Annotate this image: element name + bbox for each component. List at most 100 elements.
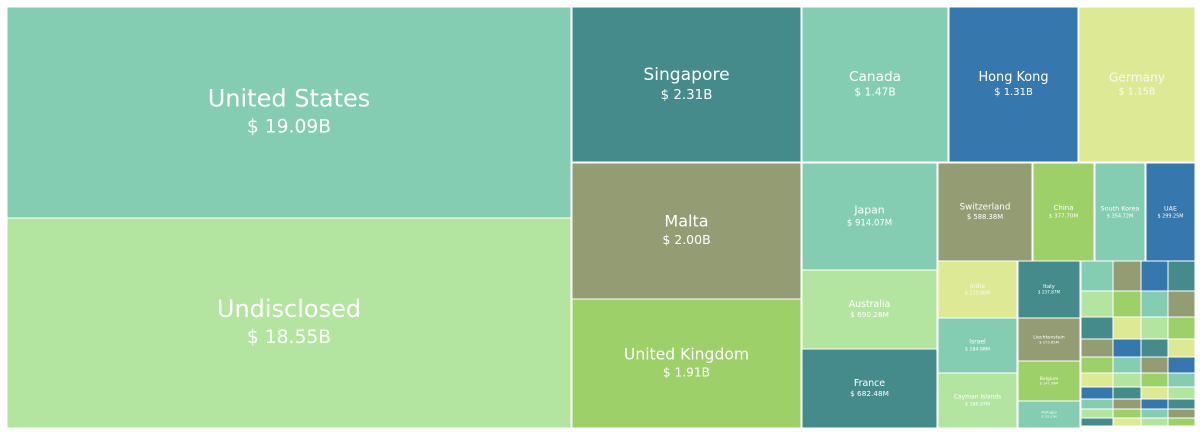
small-cell [1140,338,1169,358]
cell-label: Liechtenstein [1033,334,1065,340]
small-cell [1080,386,1114,400]
cell-value: $ 377.70M [1049,214,1078,220]
cell-label: Canada [849,69,901,85]
small-cell [1112,260,1142,292]
small-cell [1140,417,1169,427]
cell-value: $ 173.65M [1039,340,1059,344]
treemap-cell [1017,360,1081,402]
treemap-cell [937,162,1033,262]
small-cell [1080,290,1114,318]
treemap-cell [6,6,572,219]
treemap-cell [801,162,938,271]
small-cell [1140,386,1169,400]
treemap-cell [571,6,802,163]
small-cell [1167,356,1196,374]
treemap-cell [937,260,1018,319]
small-cell [1167,260,1196,292]
cell-label: Belgium [1040,376,1058,382]
treemap-cell [937,372,1018,429]
treemap-cell [571,298,802,429]
small-cell [1167,386,1196,400]
small-cell [1112,408,1142,419]
small-cell [1112,398,1142,410]
small-cell [1167,316,1196,340]
cell-value: $ 1.47B [854,86,895,99]
cell-value: $ 237.87M [1038,290,1061,295]
treemap-cell [1017,400,1081,429]
small-cell [1080,408,1114,419]
cell-value: $ 2.31B [661,88,713,103]
cell-value: $ 166.97M [965,402,990,408]
treemap-cell [571,162,802,300]
small-cell [1112,290,1142,318]
cell-value: $ 1.31B [994,87,1033,98]
small-cell [1167,290,1196,318]
small-cell [1140,356,1169,374]
small-cell [1080,338,1114,358]
treemap-cell [948,6,1079,163]
small-cell [1112,356,1142,374]
treemap-cell [801,6,949,163]
treemap-cell [1017,317,1081,362]
small-cell [1140,316,1169,340]
cell-value: $ 270.86M [965,291,991,297]
cell-value: $ 184.88M [965,347,990,353]
cell-label: France [854,378,885,389]
cell-label: Undisclosed [217,295,361,323]
cell-label: India [970,283,985,290]
small-cell [1167,338,1196,358]
small-cell [1112,316,1142,340]
treemap-cell [1078,6,1196,163]
cell-value: $ 2.00B [662,232,710,247]
treemap-cell [801,348,938,429]
small-cell [1112,338,1142,358]
cell-label: United Kingdom [624,345,749,363]
cell-value: $ 690.28M [850,310,889,319]
small-cell [1140,408,1169,419]
small-cell [1080,372,1114,388]
small-cell [1080,356,1114,374]
treemap-cell [937,317,1018,374]
small-cell [1167,372,1196,388]
treemap-cell [1017,260,1081,319]
cell-value: $ 588.38M [967,213,1003,221]
cell-value: $ 354.72M [1107,213,1134,219]
small-cell [1080,398,1114,410]
small-cell [1080,260,1114,292]
cell-label: Malta [664,212,708,231]
small-cell [1140,260,1169,292]
cell-value: $ 1.91B [663,365,710,379]
cell-label: South Korea [1101,205,1140,213]
small-cell [1112,417,1142,427]
cell-label: United States [208,84,371,112]
cell-label: Israel [969,339,986,346]
cell-label: Italy [1043,284,1056,290]
small-cell [1167,408,1196,419]
treemap-cell [6,217,572,429]
small-cell [1167,417,1196,427]
small-cell [1140,290,1169,318]
cell-value: $ 914.07M [847,219,892,229]
cell-value: $ 1.15B [1119,86,1156,97]
cell-label: Switzerland [960,203,1011,213]
cell-label: Japan [853,203,884,216]
cell-value: $ 147.39M [1040,382,1059,386]
cell-label: Cayman Islands [954,394,1002,401]
cell-label: Portugal [1041,410,1056,414]
cell-label: Hong Kong [978,70,1048,85]
small-cell [1167,398,1196,410]
treemap-cell [1094,162,1146,262]
cell-label: Singapore [643,65,729,85]
cell-value: $ 682.48M [850,389,889,398]
small-cell [1140,372,1169,388]
cell-label: UAE [1164,206,1177,213]
cell-label: China [1054,204,1074,212]
small-cell [1140,398,1169,410]
cell-value: $ 18.55B [247,327,331,348]
small-cell [1112,372,1142,388]
cell-value: $ 19.09B [247,116,331,137]
small-cell [1080,417,1114,427]
cell-value: $ 131.51M [1041,415,1057,419]
treemap-cell [801,269,938,350]
